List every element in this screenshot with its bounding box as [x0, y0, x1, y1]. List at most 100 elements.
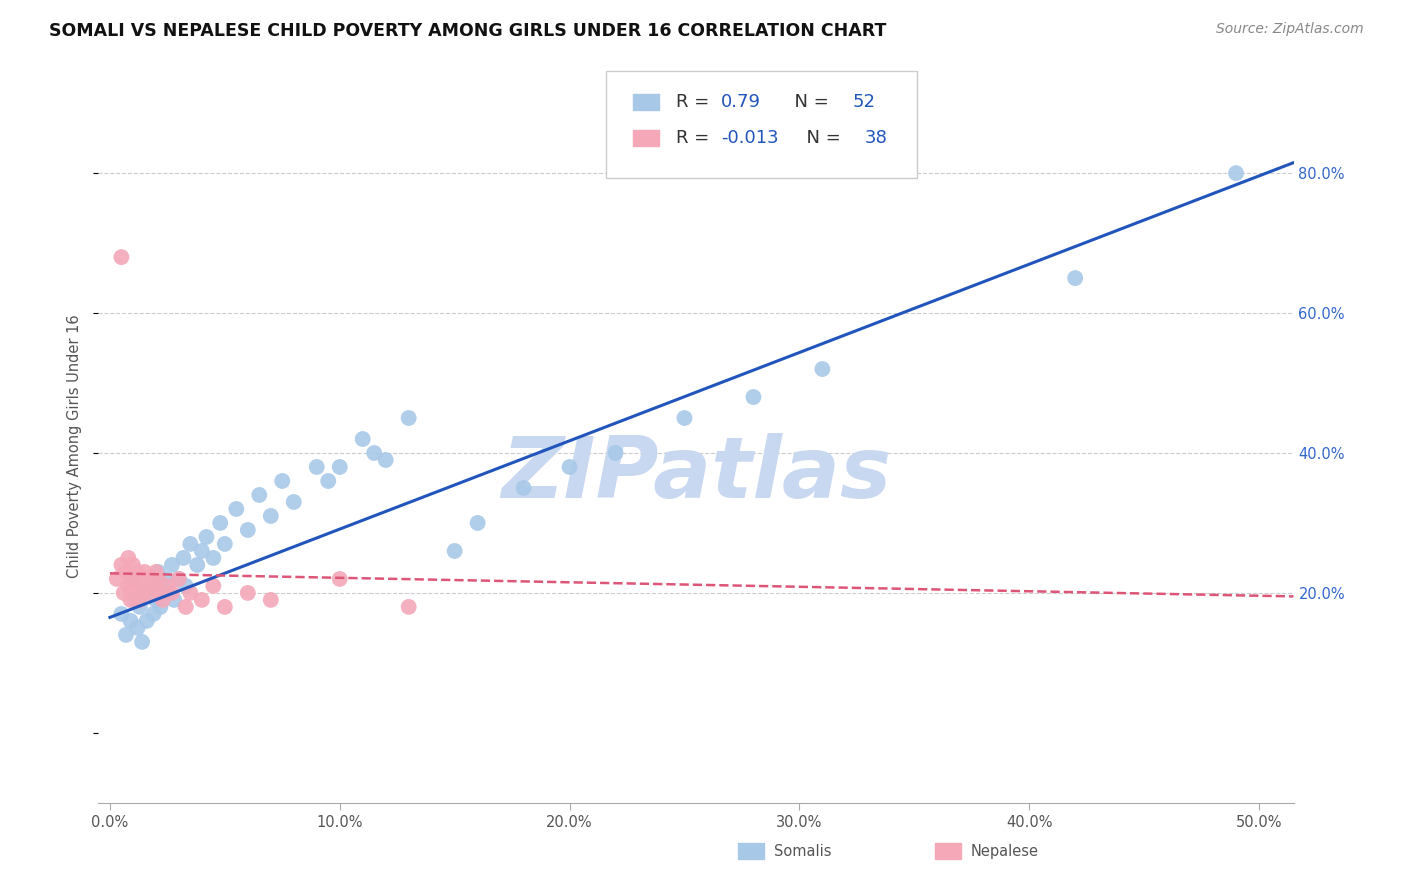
Point — [131, 635, 153, 649]
Point — [374, 453, 396, 467]
Point — [260, 593, 283, 607]
Point — [115, 628, 138, 642]
Point — [174, 579, 197, 593]
Point — [209, 516, 232, 530]
Point — [179, 537, 201, 551]
Point — [152, 593, 174, 607]
Text: 0.79: 0.79 — [721, 93, 761, 111]
Point — [135, 614, 157, 628]
Point — [225, 502, 247, 516]
Point — [1225, 166, 1247, 180]
Point — [148, 565, 170, 579]
Point — [110, 250, 132, 264]
Point — [156, 579, 179, 593]
Point — [141, 572, 163, 586]
Text: Nepalese: Nepalese — [972, 844, 1039, 859]
Point — [138, 586, 160, 600]
FancyBboxPatch shape — [633, 130, 659, 145]
Point — [156, 586, 179, 600]
Point — [131, 586, 153, 600]
Point — [172, 550, 194, 565]
Point — [141, 579, 163, 593]
Point — [167, 572, 190, 586]
Point — [135, 572, 157, 586]
Point — [110, 607, 132, 621]
Point — [134, 586, 156, 600]
Point — [128, 599, 150, 614]
Point — [191, 544, 214, 558]
Point — [128, 572, 150, 586]
Point — [352, 432, 374, 446]
Point — [142, 579, 165, 593]
Point — [398, 411, 420, 425]
Point — [316, 474, 339, 488]
Point — [112, 586, 135, 600]
Point — [673, 411, 696, 425]
Point — [160, 586, 183, 600]
Point — [163, 593, 186, 607]
Point — [124, 579, 146, 593]
Text: Somalis: Somalis — [773, 844, 831, 859]
Point — [149, 586, 172, 600]
Point — [179, 586, 201, 600]
Point — [128, 593, 150, 607]
Point — [105, 572, 128, 586]
Text: 38: 38 — [865, 128, 887, 146]
Point — [120, 593, 142, 607]
Point — [127, 565, 149, 579]
Point — [305, 460, 328, 475]
Text: Source: ZipAtlas.com: Source: ZipAtlas.com — [1216, 22, 1364, 37]
Point — [122, 586, 145, 600]
Point — [467, 516, 489, 530]
Point — [134, 565, 156, 579]
Point — [247, 488, 270, 502]
Point — [115, 565, 138, 579]
FancyBboxPatch shape — [633, 95, 659, 110]
Point — [134, 579, 156, 593]
Point — [363, 446, 385, 460]
Text: N =: N = — [796, 128, 846, 146]
Y-axis label: Child Poverty Among Girls Under 16: Child Poverty Among Girls Under 16 — [67, 314, 83, 578]
Point — [329, 460, 352, 475]
Point — [605, 446, 627, 460]
Point — [120, 572, 142, 586]
Point — [149, 599, 172, 614]
Point — [398, 599, 420, 614]
Point — [122, 558, 145, 572]
Point — [167, 572, 190, 586]
Point — [124, 593, 146, 607]
Point — [186, 558, 208, 572]
Point — [153, 572, 176, 586]
Point — [120, 614, 142, 628]
Point — [214, 537, 236, 551]
Point — [148, 572, 170, 586]
Point — [742, 390, 765, 404]
Point — [214, 599, 236, 614]
FancyBboxPatch shape — [935, 844, 962, 859]
Text: ZIPatlas: ZIPatlas — [501, 433, 891, 516]
Point — [260, 508, 283, 523]
Point — [127, 621, 149, 635]
Point — [558, 460, 581, 475]
Text: -0.013: -0.013 — [721, 128, 779, 146]
FancyBboxPatch shape — [606, 71, 917, 178]
Point — [512, 481, 534, 495]
Point — [195, 530, 218, 544]
Point — [443, 544, 465, 558]
Point — [191, 593, 214, 607]
Point — [174, 599, 197, 614]
Point — [110, 558, 132, 572]
Point — [236, 586, 259, 600]
Point — [117, 579, 139, 593]
Point — [145, 565, 167, 579]
Point — [117, 550, 139, 565]
Text: N =: N = — [783, 93, 835, 111]
Text: R =: R = — [676, 128, 714, 146]
Point — [236, 523, 259, 537]
Text: R =: R = — [676, 93, 714, 111]
Text: 52: 52 — [852, 93, 876, 111]
Point — [329, 572, 352, 586]
Point — [271, 474, 294, 488]
Point — [202, 550, 225, 565]
Point — [142, 607, 165, 621]
